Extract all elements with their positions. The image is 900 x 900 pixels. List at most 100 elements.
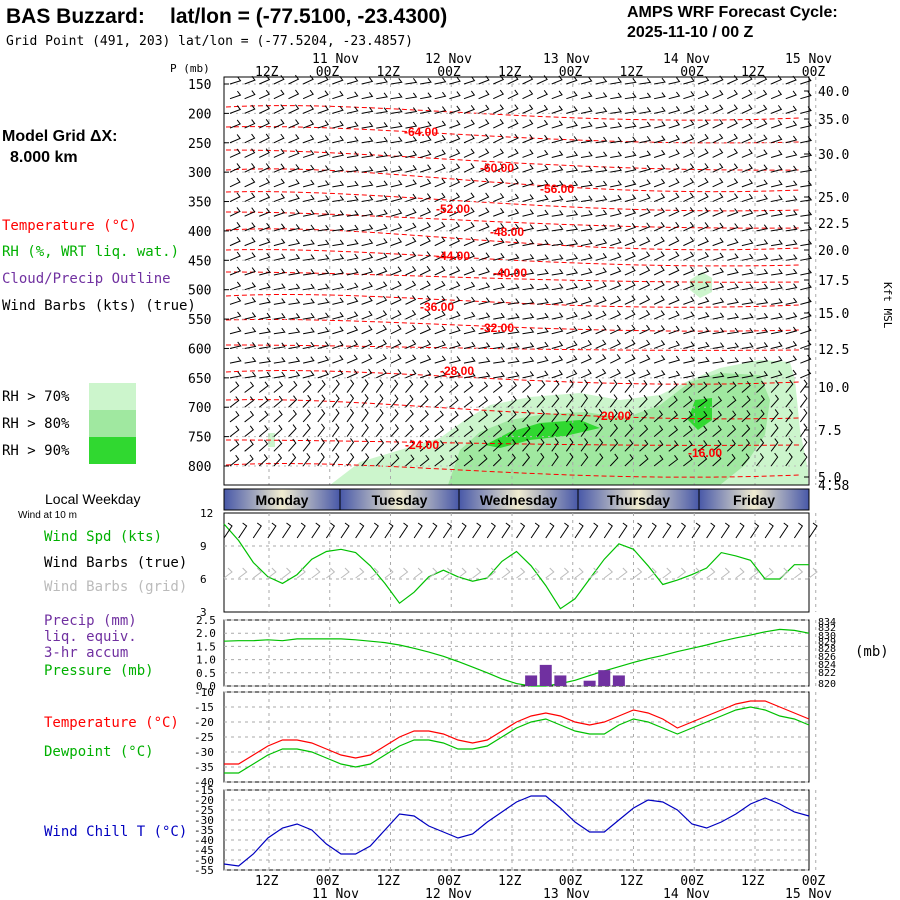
wind-barb: [639, 324, 651, 335]
wind-barb: [610, 324, 621, 335]
station-title: BAS Buzzard:: [6, 5, 145, 28]
wind-barb: [697, 326, 710, 335]
wind-barb: [668, 134, 680, 144]
wind-barb: [624, 424, 634, 437]
wind-barb: [624, 92, 637, 100]
wind-barb: [624, 107, 637, 114]
wind-barb: [419, 207, 432, 217]
wind-barb: [697, 237, 709, 247]
wind-barb: [551, 283, 564, 291]
wind-barb: [522, 179, 534, 188]
weekday-label: Wednesday: [480, 492, 558, 508]
wind-barb: [624, 179, 637, 188]
grid-wind-barb: [677, 567, 687, 579]
wind-barb: [653, 207, 665, 217]
grid-wind-barb: [545, 567, 555, 579]
wind-barb: [653, 325, 666, 335]
wind-barb: [756, 298, 769, 305]
bottom-date-label: 15 Nov: [785, 887, 832, 900]
wind-barb: [288, 209, 300, 217]
wind-barb: [580, 166, 593, 173]
wind-barb: [624, 439, 634, 452]
wind-barb: [507, 268, 520, 276]
temperature-contour-label: -32.00: [480, 321, 514, 335]
wind-barb: [332, 254, 345, 261]
wind-barb: [785, 283, 798, 291]
wind-barb: [288, 179, 300, 188]
wind-barb: [244, 148, 256, 158]
wind-barb: [683, 177, 695, 188]
wind-barb: [419, 222, 431, 232]
surface-wind-barb: [223, 522, 233, 539]
wind-barb: [229, 177, 241, 188]
wind-barb: [522, 164, 534, 173]
wind-barb: [361, 379, 369, 393]
grid-wind-barb: [501, 567, 511, 579]
wind-barb: [361, 180, 374, 188]
temp-tick-label: -35: [194, 761, 214, 774]
pressure-ticks: 150 200 250 300 350 400 450 500 550 600 650 700 750 8…: [188, 78, 229, 475]
wind-barb: [507, 283, 520, 291]
wind-barb: [580, 408, 589, 423]
temperature-contour-label: -28.00: [440, 364, 474, 378]
wind-barb: [390, 339, 402, 349]
wind-barb: [302, 370, 315, 379]
wind-barb: [653, 355, 666, 364]
wind-barb: [566, 326, 578, 335]
grid-wind-barb: [413, 567, 423, 579]
wind-barb: [273, 424, 283, 437]
wind-barb: [771, 283, 783, 291]
wind-barb: [580, 393, 589, 408]
wind-barb: [712, 267, 725, 276]
wind-barb: [463, 148, 475, 158]
wind-barb: [551, 452, 559, 467]
wind-barb: [522, 194, 534, 203]
wind-barb: [390, 208, 403, 217]
wind-barb: [332, 326, 344, 335]
wind-barb: [683, 356, 695, 364]
wind-barb: [288, 89, 300, 100]
wind-barb: [771, 298, 783, 305]
wind-barb: [610, 107, 623, 114]
wind-barb: [244, 454, 254, 467]
wind-barb: [799, 408, 808, 423]
wind-barb: [624, 151, 637, 158]
wind-barb: [610, 252, 622, 261]
wind-barb: [610, 165, 622, 173]
wind-height-note: Wind at 10 m: [18, 510, 77, 521]
wind-barb: [580, 106, 593, 114]
grid-wind-barb: [355, 567, 365, 579]
wind-barb: [712, 133, 724, 144]
surface-wind-barb: [559, 522, 570, 539]
wind-barb: [346, 91, 359, 100]
wind-barb: [726, 424, 737, 437]
wind-barb: [756, 149, 768, 158]
wind-barb: [288, 313, 301, 320]
wind-barb: [683, 341, 695, 349]
wind-barb: [580, 354, 592, 364]
wind-barb: [419, 340, 432, 349]
wind-barb: [303, 283, 315, 291]
temperature-contour: [225, 211, 801, 229]
wind-barb: [244, 381, 255, 393]
surface-wind-barb: [282, 522, 292, 539]
wind-barb: [419, 251, 431, 261]
wind-barb: [522, 327, 535, 335]
wind-barb: [683, 454, 693, 467]
wind-barb: [712, 454, 722, 467]
temperature-contour: [225, 149, 801, 171]
wind-barb: [668, 395, 678, 408]
grid-wind-barb: [223, 567, 233, 579]
wind-barb: [800, 166, 813, 173]
wind-barb: [361, 107, 374, 114]
wind-barb: [727, 133, 738, 144]
wind-barb: [522, 134, 534, 144]
wind-barb: [551, 254, 564, 261]
temperature-contour: [225, 271, 801, 283]
wind-barb: [522, 371, 535, 379]
wind-barb: [683, 425, 693, 438]
wind-barb: [390, 409, 399, 423]
grid-wind-barb: [428, 567, 438, 579]
wind-barb: [302, 164, 315, 173]
wind-barb: [244, 177, 256, 188]
